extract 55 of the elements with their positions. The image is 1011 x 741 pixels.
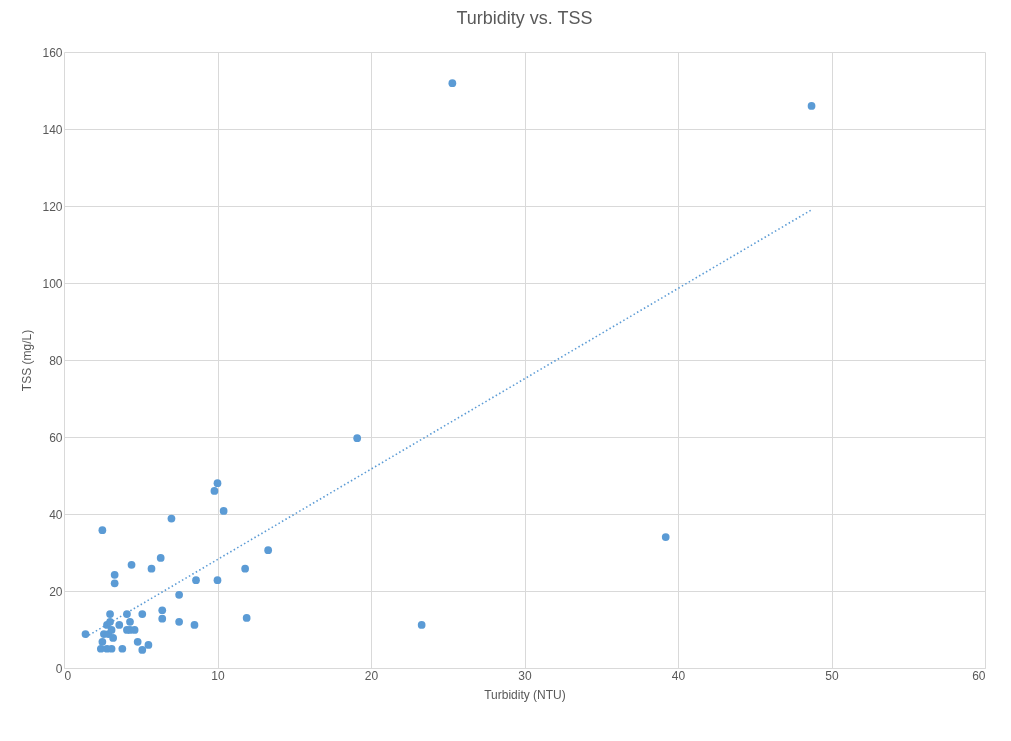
x-tick-label: 40	[671, 668, 686, 683]
y-axis-title: TSS (mg/L)	[20, 329, 35, 392]
point	[158, 606, 167, 615]
point	[115, 621, 124, 629]
point	[98, 637, 107, 646]
y-tick-label: 60	[49, 430, 63, 445]
point	[107, 626, 116, 634]
y-tick-label: 160	[42, 45, 63, 60]
point	[123, 610, 131, 618]
point	[133, 637, 142, 646]
y-tick-label: 120	[42, 199, 63, 214]
point	[448, 79, 457, 88]
point	[110, 579, 119, 588]
point	[353, 434, 362, 443]
point	[98, 526, 107, 535]
point	[175, 590, 183, 599]
point	[81, 630, 90, 638]
point	[175, 617, 183, 626]
point	[661, 533, 670, 541]
point	[242, 614, 251, 622]
point	[126, 617, 134, 626]
point	[118, 644, 127, 653]
point	[417, 621, 426, 629]
point	[106, 610, 114, 618]
point	[213, 576, 222, 585]
point	[241, 564, 249, 573]
x-axis-title: Turbidity (NTU)	[484, 687, 566, 702]
point	[807, 102, 816, 110]
point	[190, 621, 199, 629]
point	[167, 514, 176, 523]
point	[156, 554, 165, 562]
x-tick-label: 60	[972, 668, 986, 683]
point	[138, 646, 147, 654]
y-tick-label: 140	[42, 122, 63, 137]
point	[192, 576, 200, 585]
y-tick-label: 80	[49, 353, 63, 368]
x-tick-label: 10	[211, 668, 225, 683]
point	[264, 546, 273, 555]
y-tick-label: 100	[42, 276, 63, 291]
y-tick-label: 20	[49, 584, 63, 599]
point	[106, 617, 114, 626]
point	[219, 507, 228, 515]
point	[144, 641, 153, 649]
y-tick-label: 40	[49, 507, 63, 522]
x-tick-label: 30	[518, 668, 532, 683]
point	[213, 479, 222, 488]
x-tick-label: 50	[825, 668, 839, 683]
point	[210, 487, 219, 495]
point	[147, 564, 156, 573]
point	[127, 560, 136, 569]
point	[158, 614, 167, 623]
point	[110, 570, 119, 579]
x-tick-label: 20	[364, 668, 379, 683]
point	[138, 610, 147, 618]
chart-title: Turbidity vs. TSS	[456, 8, 593, 28]
